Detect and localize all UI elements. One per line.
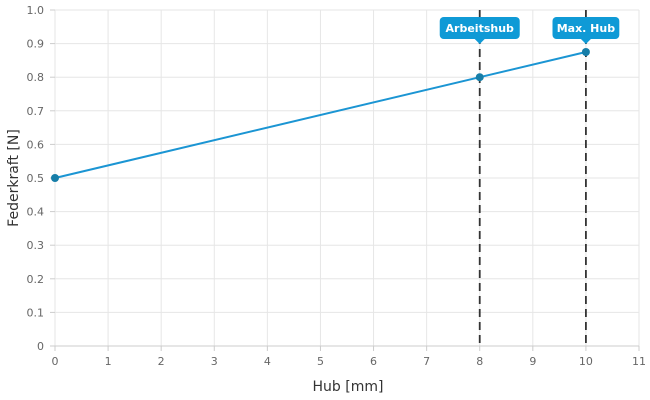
marker-badge-pointer [580, 39, 591, 44]
x-tick-label: 7 [423, 355, 430, 368]
x-axis-title: Hub [mm] [313, 379, 384, 395]
x-tick-label: 0 [52, 355, 59, 368]
marker-label: Max. Hub [557, 22, 616, 35]
marker-badge-pointer [474, 39, 485, 44]
x-tick-label: 10 [579, 355, 593, 368]
marker-badge [552, 17, 620, 39]
data-point[interactable] [581, 48, 590, 56]
x-tick-label: 9 [529, 355, 536, 368]
y-tick-label: 0.7 [27, 105, 45, 118]
y-axis-title: Federkraft [N] [6, 129, 22, 227]
x-tick-label: 4 [264, 355, 271, 368]
x-tick-label: 8 [476, 355, 483, 368]
data-point[interactable] [475, 73, 484, 82]
y-tick-label: 0.6 [27, 138, 45, 151]
y-tick-label: 0.5 [27, 172, 45, 185]
y-axis-ticks: 0 0.1 0.2 0.3 0.4 0.5 0.6 0.7 0.8 0.9 1.0 [27, 4, 55, 353]
x-tick-label: 1 [105, 355, 112, 368]
y-tick-label: 0.1 [27, 306, 45, 319]
x-tick-label: 6 [370, 355, 377, 368]
series [51, 48, 590, 182]
data-point[interactable] [51, 174, 59, 182]
y-tick-label: 0.9 [27, 38, 45, 51]
marker-badge [439, 17, 520, 39]
x-tick-label: 5 [317, 355, 324, 368]
y-tick-label: 0.3 [27, 239, 45, 252]
y-tick-label: 1.0 [27, 4, 45, 17]
y-tick-label: 0.2 [27, 273, 45, 286]
marker-label: Arbeitshub [446, 22, 515, 35]
y-tick-label: 0.4 [27, 206, 45, 219]
y-tick-label: 0 [37, 340, 44, 353]
x-tick-label: 2 [158, 355, 165, 368]
x-tick-label: 3 [211, 355, 218, 368]
y-tick-label: 0.8 [27, 71, 45, 84]
vertical-markers: Arbeitshub Max. Hub [439, 10, 620, 346]
x-axis-ticks: 0 1 2 3 4 5 6 7 8 9 10 11 [52, 346, 646, 368]
x-tick-label: 11 [632, 355, 646, 368]
